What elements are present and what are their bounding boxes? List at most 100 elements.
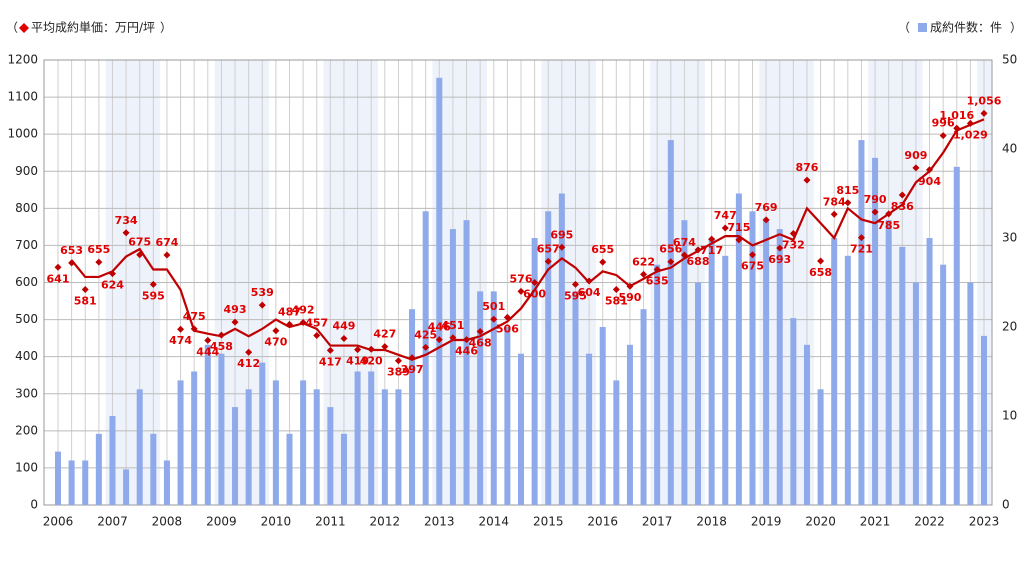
bar: [531, 238, 538, 505]
legend-diamond: [19, 23, 29, 33]
bar: [368, 371, 375, 505]
x-tick-label: 2017: [642, 515, 673, 529]
y-tick-label: 900: [15, 164, 38, 178]
bar: [95, 433, 102, 505]
bar: [504, 327, 511, 505]
price-marker: [354, 346, 362, 354]
bar: [232, 407, 239, 505]
value-label: 389: [387, 366, 410, 379]
bar: [55, 451, 61, 505]
y2-tick-label: 20: [1002, 320, 1017, 334]
price-marker: [871, 208, 879, 216]
legend-label: 成約件数：件: [930, 20, 1002, 35]
price-marker: [980, 109, 988, 117]
price-marker: [272, 327, 280, 335]
price-marker: [762, 216, 770, 224]
value-label: 734: [115, 214, 138, 227]
price-marker: [204, 336, 212, 344]
y2-tick-label: 40: [1002, 142, 1017, 156]
value-label: 446: [455, 345, 478, 358]
value-label: 721: [850, 243, 873, 256]
legend-bracket: （: [6, 21, 18, 35]
value-label: 468: [469, 336, 492, 349]
bar: [327, 407, 334, 505]
price-marker: [803, 176, 811, 184]
value-label: 693: [768, 253, 791, 266]
y-tick-label: 600: [15, 275, 38, 289]
value-label: 656: [659, 243, 682, 256]
bar: [82, 460, 89, 505]
price-marker: [612, 286, 620, 294]
price-marker: [476, 327, 484, 335]
price-marker: [939, 132, 947, 140]
price-marker: [599, 258, 607, 266]
y-tick-label: 700: [15, 238, 38, 252]
bar: [558, 193, 565, 505]
average-line: [70, 118, 985, 361]
y-tick-label: 400: [15, 349, 38, 363]
bar: [436, 77, 443, 506]
x-tick-label: 2013: [424, 515, 455, 529]
price-marker: [81, 286, 89, 294]
x-tick-label: 2015: [533, 515, 564, 529]
bar: [776, 229, 783, 505]
value-label: 675: [128, 236, 151, 249]
x-tick-label: 2014: [478, 515, 509, 529]
value-label: 397: [401, 363, 424, 376]
bar: [136, 389, 143, 505]
bar: [926, 238, 933, 505]
price-marker: [95, 258, 103, 266]
y-tick-label: 1100: [7, 90, 38, 104]
bar: [313, 389, 320, 505]
value-label: 590: [618, 291, 641, 304]
value-label: 493: [224, 303, 247, 316]
bar: [191, 371, 198, 505]
price-marker: [245, 348, 253, 356]
value-label: 492: [292, 304, 315, 317]
x-tick-label: 2016: [587, 515, 618, 529]
value-label: 622: [632, 255, 655, 268]
price-marker: [54, 263, 62, 271]
x-tick-label: 2011: [315, 515, 346, 529]
legend-square: [918, 23, 927, 32]
bar: [463, 220, 470, 505]
bar: [477, 291, 484, 505]
value-label: 785: [877, 219, 900, 232]
y-tick-label: 1000: [7, 127, 38, 141]
value-label: 624: [101, 279, 124, 292]
value-label: 581: [74, 295, 97, 308]
value-label: 427: [373, 328, 396, 341]
value-label: 876: [795, 161, 818, 174]
value-label: 1,056: [967, 94, 1002, 107]
x-tick-label: 2008: [152, 515, 183, 529]
value-label: 487: [278, 305, 301, 318]
price-marker: [776, 244, 784, 252]
price-marker: [258, 301, 266, 309]
y2-tick-label: 50: [1002, 53, 1017, 67]
y-tick-label: 300: [15, 386, 38, 400]
bar: [817, 389, 824, 505]
value-label: 417: [319, 355, 342, 368]
value-label: 474: [169, 334, 192, 347]
value-label: 539: [251, 286, 274, 299]
value-label: 451: [441, 319, 464, 332]
bar: [177, 380, 184, 505]
bar: [899, 246, 906, 505]
bar: [245, 389, 252, 505]
value-label: 501: [482, 300, 505, 313]
bar: [695, 282, 702, 505]
value-label: 604: [578, 286, 601, 299]
bar: [763, 220, 770, 505]
price-marker: [571, 280, 579, 288]
price-marker: [667, 258, 675, 266]
bar: [613, 380, 620, 505]
price-marker: [898, 191, 906, 199]
x-tick-label: 2020: [805, 515, 836, 529]
value-label: 444: [196, 345, 219, 358]
legend-bracket: ）: [1010, 21, 1022, 35]
value-label: 909: [904, 149, 927, 162]
value-label: 657: [537, 242, 560, 255]
bar: [572, 291, 579, 505]
price-marker: [558, 243, 566, 251]
bar: [272, 380, 279, 505]
